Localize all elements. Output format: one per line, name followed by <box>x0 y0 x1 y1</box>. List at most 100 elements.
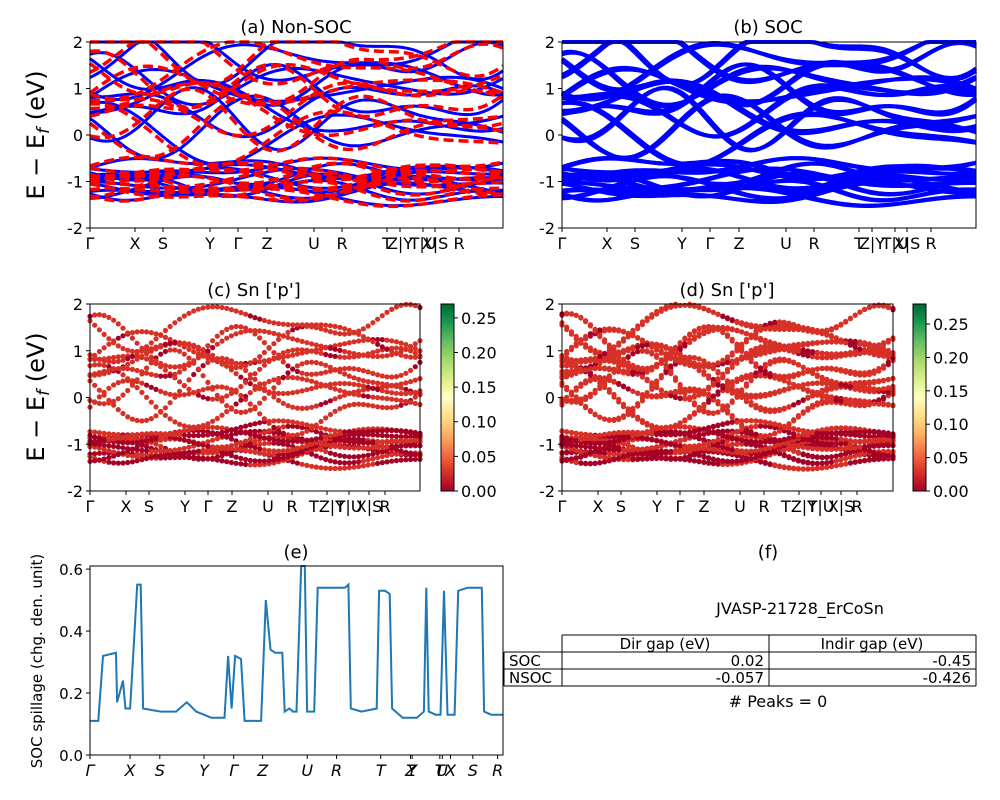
projection-point <box>398 391 404 397</box>
band-line <box>561 40 977 102</box>
projection-point <box>876 397 882 403</box>
xtick-label: Γ <box>558 497 567 516</box>
projection-point <box>880 303 887 309</box>
projection-point <box>672 456 679 462</box>
projection-point <box>630 333 636 339</box>
projection-point <box>781 326 787 332</box>
projection-point <box>144 370 150 376</box>
projection-point <box>153 453 159 459</box>
projection-point <box>654 347 660 353</box>
projection-point <box>862 433 868 439</box>
projection-point <box>828 365 835 371</box>
projection-point <box>847 399 854 405</box>
projection-point <box>92 382 98 388</box>
projection-point <box>177 450 183 456</box>
projection-point <box>115 435 121 441</box>
projection-point <box>167 455 173 461</box>
projection-point <box>852 429 858 435</box>
projection-point <box>393 345 399 351</box>
projection-point <box>843 451 849 457</box>
projection-point <box>172 454 178 461</box>
projection-point <box>144 356 150 362</box>
projection-point <box>294 420 300 426</box>
projection-point <box>393 383 399 390</box>
projection-point <box>767 409 773 415</box>
projection-point <box>729 458 735 465</box>
projection-point <box>871 429 877 435</box>
projection-point <box>880 377 887 383</box>
projection-point <box>587 461 594 467</box>
projection-point <box>828 351 835 357</box>
projection-point <box>819 350 825 357</box>
projection-point <box>261 358 267 364</box>
projection-point <box>668 393 674 399</box>
projection-point <box>134 417 140 424</box>
projection-point <box>172 347 178 353</box>
projection-point <box>720 421 726 427</box>
projection-point <box>824 339 830 345</box>
projection-point <box>786 435 792 441</box>
projection-point <box>106 448 112 454</box>
band-line <box>561 173 977 194</box>
projection-point <box>365 462 371 468</box>
ytick-label: 2 <box>545 33 555 52</box>
projection-point <box>224 356 230 362</box>
projection-point <box>573 385 579 391</box>
projection-point <box>734 419 740 425</box>
projection-point <box>857 385 863 391</box>
projection-point <box>370 394 376 400</box>
projection-point <box>819 376 825 382</box>
ytick-label: 0.0 <box>59 747 83 765</box>
projection-point <box>616 367 622 373</box>
ytick-label: 2 <box>73 295 83 314</box>
projection-point <box>337 342 343 348</box>
xtick-label: Z|Y <box>387 234 413 253</box>
table-cell-soc-dir: 0.02 <box>731 652 764 670</box>
projection-point <box>408 437 414 443</box>
projection-point <box>611 416 617 422</box>
projection-point <box>393 397 399 403</box>
projection-point <box>843 425 849 431</box>
projection-point <box>724 403 731 409</box>
projection-point <box>276 375 282 382</box>
projection-point <box>748 430 754 436</box>
projection-point <box>606 417 612 423</box>
projection-point <box>795 427 802 433</box>
projection-point <box>644 445 650 452</box>
projection-point <box>639 430 646 436</box>
projection-point <box>885 448 891 454</box>
projection-point <box>365 402 371 408</box>
projection-point <box>814 439 820 445</box>
projection-point <box>762 446 768 452</box>
projection-point <box>810 402 816 408</box>
projection-point <box>360 463 366 469</box>
projection-point <box>375 460 381 466</box>
projection-point <box>857 379 863 386</box>
projection-point <box>323 426 329 432</box>
projection-point <box>776 437 783 443</box>
projection-point <box>200 387 206 393</box>
projection-point <box>106 431 112 437</box>
projection-point <box>106 443 112 449</box>
projection-point <box>304 462 310 468</box>
projection-point <box>412 429 418 436</box>
projection-point <box>111 460 117 466</box>
projection-point <box>743 373 750 379</box>
projection-point <box>682 361 688 367</box>
projection-point <box>871 351 877 357</box>
projection-point <box>327 411 333 418</box>
projection-point <box>134 377 140 383</box>
projection-point <box>101 442 107 448</box>
projection-point <box>134 340 140 346</box>
projection-point <box>819 331 825 337</box>
projection-point <box>805 466 811 472</box>
projection-point <box>672 431 679 437</box>
projection-point <box>635 366 641 372</box>
projection-point <box>247 407 253 413</box>
projection-point <box>824 365 830 371</box>
projection-point <box>639 319 646 325</box>
xtick-label: X|S <box>828 497 855 516</box>
projection-point <box>847 368 854 375</box>
projection-point <box>120 357 126 363</box>
projection-point <box>706 425 712 431</box>
